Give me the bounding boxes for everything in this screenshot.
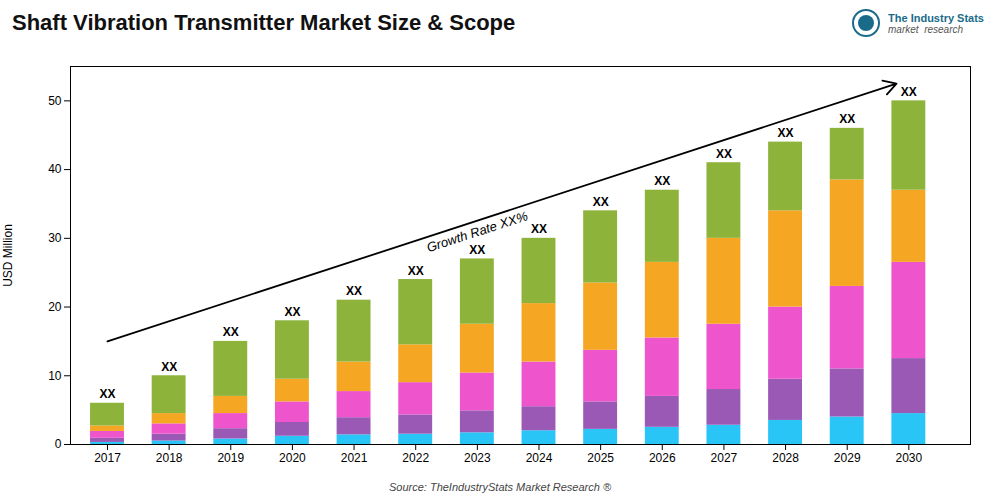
svg-text:Growth Rate XX%: Growth Rate XX% (425, 208, 530, 255)
svg-text:XX: XX (284, 305, 300, 319)
svg-text:USD Million: USD Million (1, 224, 15, 287)
svg-text:20: 20 (48, 300, 62, 314)
svg-text:30: 30 (48, 231, 62, 245)
svg-text:40: 40 (48, 162, 62, 176)
svg-text:0: 0 (55, 437, 62, 451)
svg-text:XX: XX (161, 360, 177, 374)
svg-text:2030: 2030 (896, 451, 923, 465)
svg-text:2027: 2027 (711, 451, 738, 465)
svg-text:10: 10 (48, 369, 62, 383)
svg-text:XX: XX (99, 387, 115, 401)
svg-text:50: 50 (48, 94, 62, 108)
svg-text:2029: 2029 (834, 451, 861, 465)
svg-text:2022: 2022 (402, 451, 429, 465)
html-text:market research: market research (888, 23, 964, 35)
svg-text:XX: XX (408, 264, 424, 278)
svg-text:XX: XX (346, 284, 362, 298)
svg-text:XX: XX (839, 112, 855, 126)
html-text:Shaft Vibration Transmitter Ma: Shaft Vibration Transmitter Market Size … (12, 10, 516, 35)
svg-text:XX: XX (223, 325, 239, 339)
svg-text:XX: XX (716, 147, 732, 161)
svg-text:2028: 2028 (772, 451, 799, 465)
svg-text:XX: XX (901, 85, 917, 99)
svg-text:2026: 2026 (649, 451, 676, 465)
svg-text:2021: 2021 (341, 451, 368, 465)
svg-text:2019: 2019 (217, 451, 244, 465)
html-text:Source: TheIndustryStats Marke: Source: TheIndustryStats Market Research… (389, 481, 611, 493)
svg-text:2018: 2018 (156, 451, 183, 465)
svg-text:2023: 2023 (464, 451, 491, 465)
svg-text:XX: XX (593, 195, 609, 209)
svg-text:2020: 2020 (279, 451, 306, 465)
svg-text:XX: XX (531, 222, 547, 236)
svg-text:2025: 2025 (587, 451, 614, 465)
svg-text:XX: XX (778, 126, 794, 140)
html-text:The Industry Stats: The Industry Stats (888, 11, 984, 24)
svg-text:XX: XX (654, 174, 670, 188)
svg-text:XX: XX (469, 243, 485, 257)
svg-text:2017: 2017 (94, 451, 121, 465)
svg-text:2024: 2024 (526, 451, 553, 465)
